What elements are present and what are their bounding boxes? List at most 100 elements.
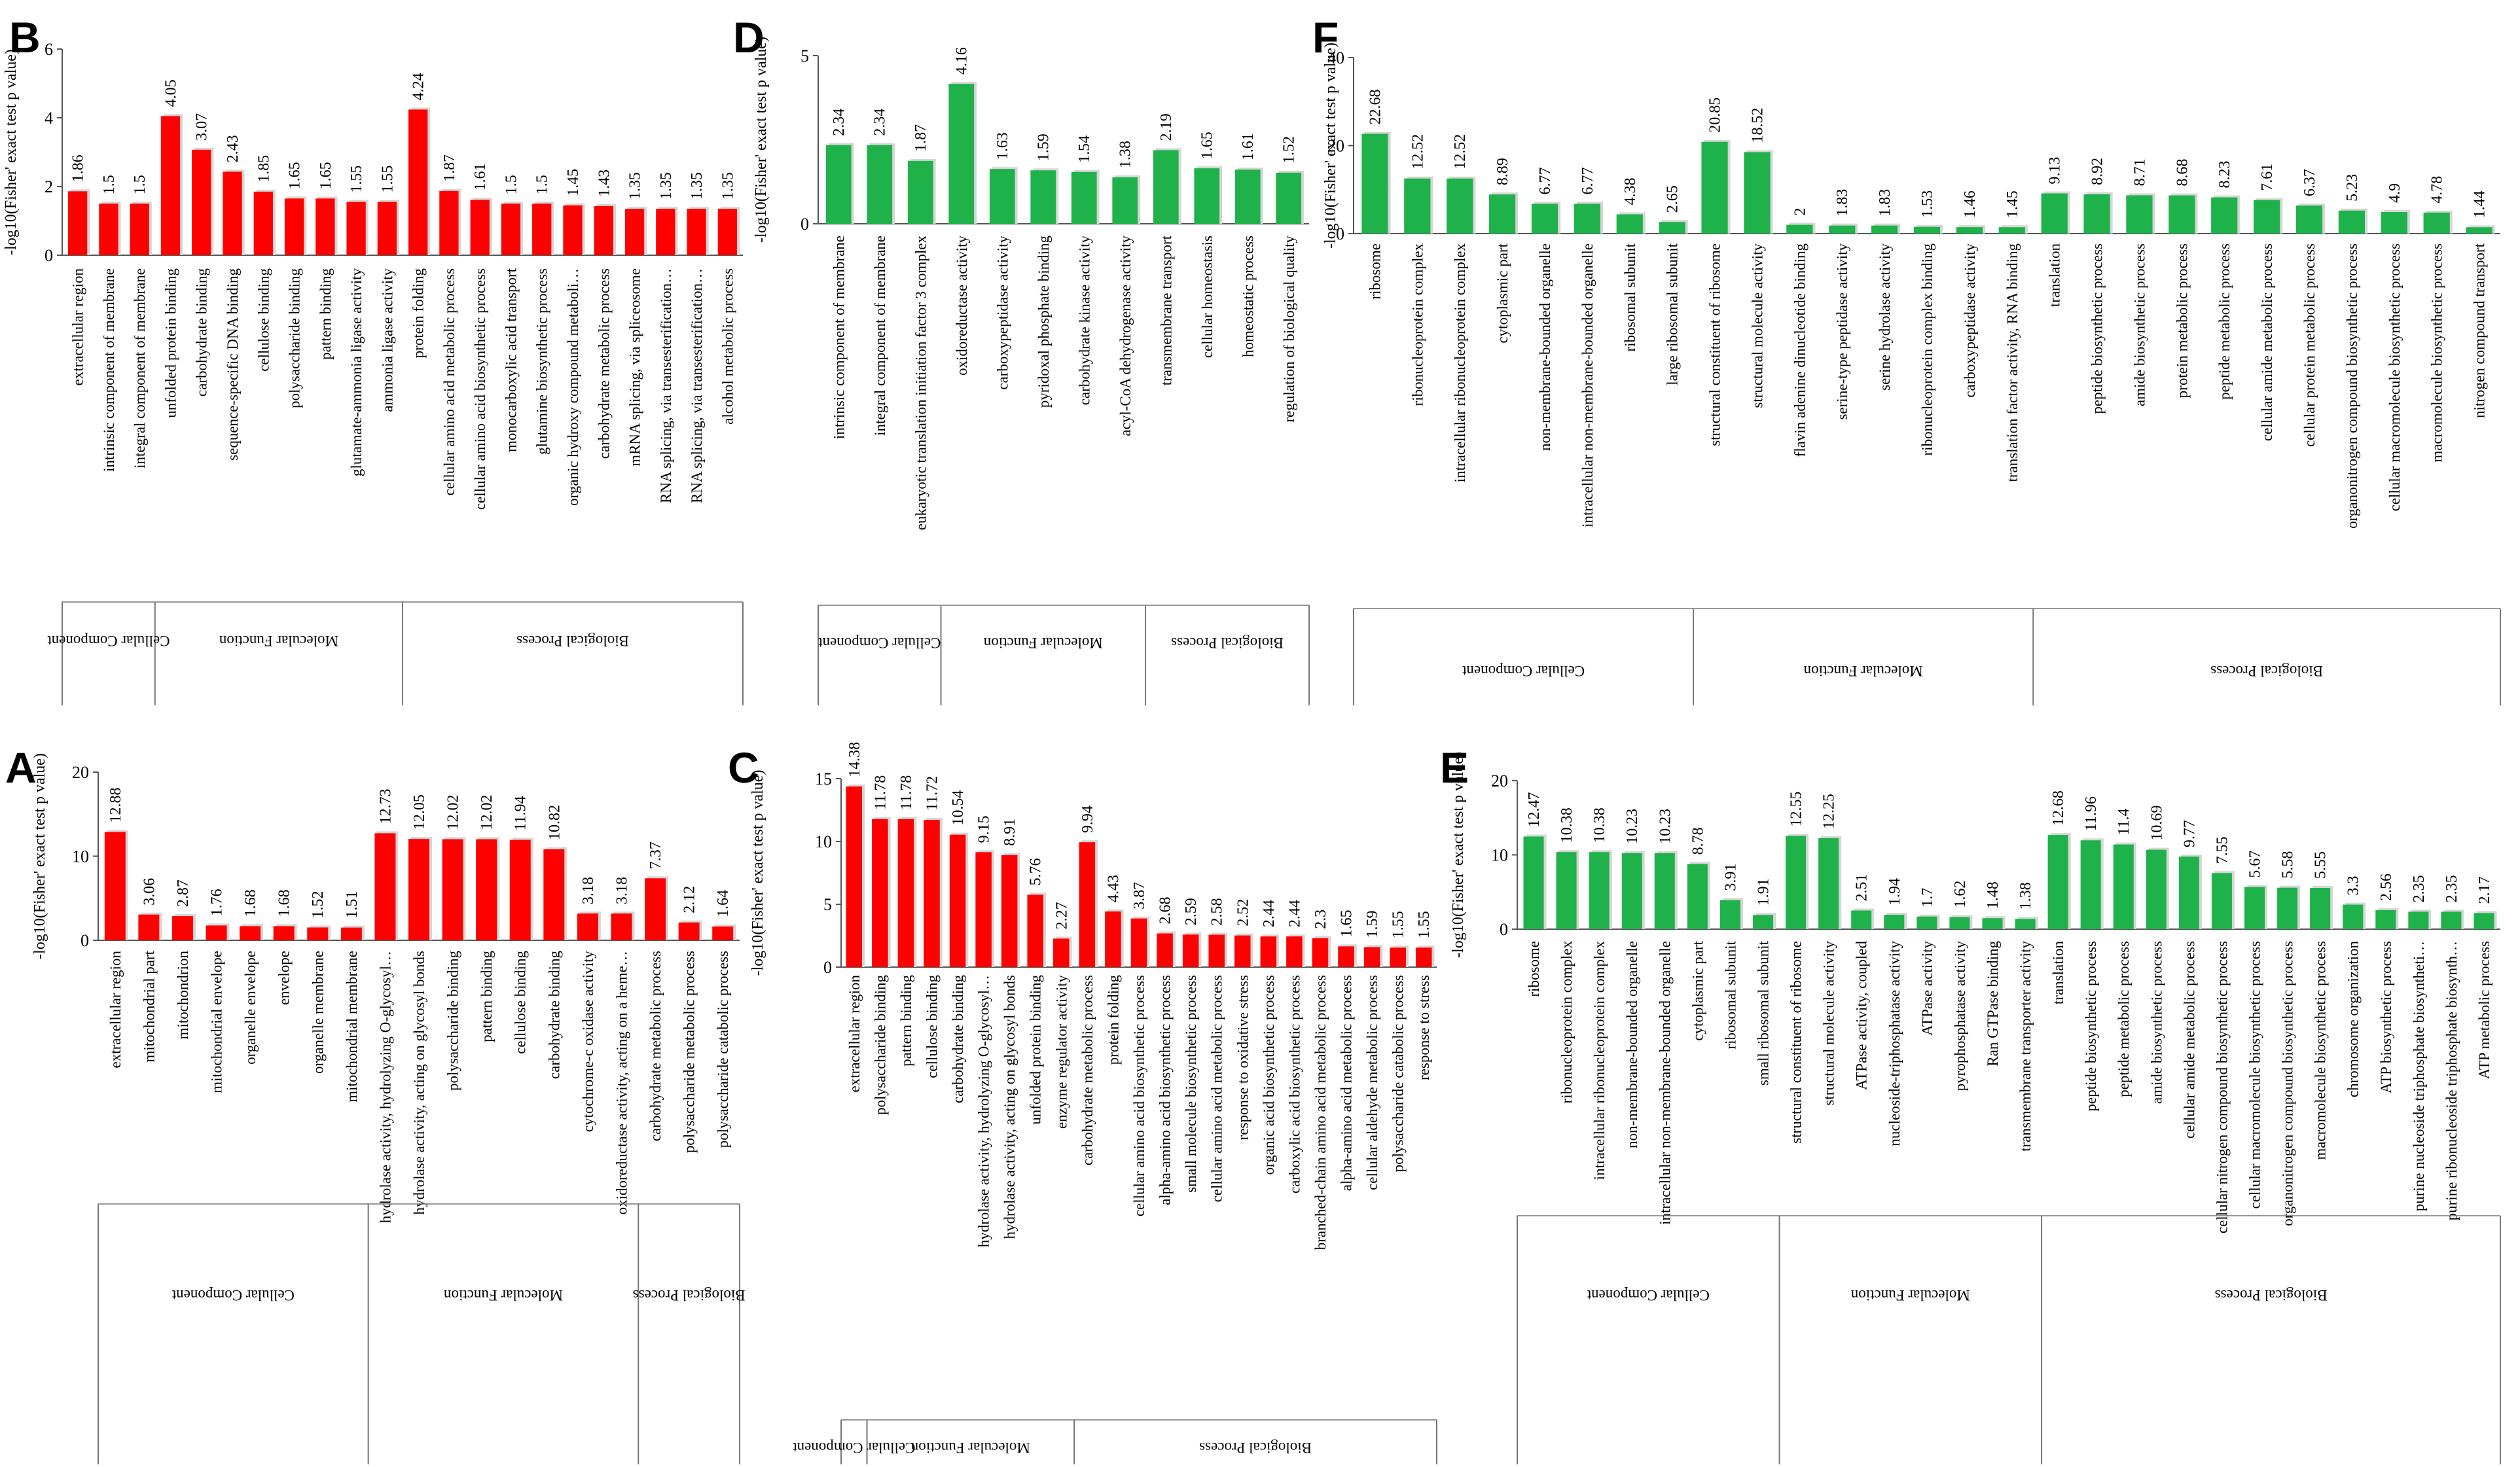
bar-d-6 <box>1071 171 1097 224</box>
bar-c-21 <box>1390 947 1406 967</box>
y-tick-label-e-2: 20 <box>1491 771 1508 790</box>
value-label-f-14: 1.46 <box>1962 190 1979 218</box>
value-label-f-5: 6.77 <box>1579 167 1596 194</box>
category-label-c-2: pattern binding <box>898 975 914 1067</box>
category-label-f-24: cellular macromolecule biosynthetic proc… <box>2386 243 2403 511</box>
value-label-f-18: 8.71 <box>2131 158 2148 186</box>
value-label-e-26: 2.56 <box>2378 874 2395 901</box>
bar-d-9 <box>1194 168 1220 224</box>
category-label-e-8: structural constituent of ribosome <box>1788 941 1805 1144</box>
category-label-b-14: monocarboxylic acid transport <box>503 268 519 452</box>
value-label-f-22: 6.37 <box>2301 169 2318 196</box>
bar-b-4 <box>192 149 211 255</box>
bar-c-19 <box>1338 946 1354 967</box>
category-label-e-24: macromolecule biosynthetic process <box>2313 941 2329 1160</box>
category-label-a-17: polysaccharide metabolic process <box>681 951 698 1153</box>
category-label-f-6: ribosomal subunit <box>1622 243 1638 351</box>
bar-f-9 <box>1744 152 1771 234</box>
bar-e-25 <box>2343 904 2364 929</box>
panel-b: B-log10(Fisher' exact test p value) 0 2 4 6 1… <box>3 13 744 705</box>
category-label-b-17: carbohydrate metabolic process <box>596 268 612 459</box>
bar-e-7 <box>1752 915 1774 929</box>
bar-e-3 <box>1621 853 1642 929</box>
category-label-e-22: cellular macromolecule biosynthetic proc… <box>2247 941 2263 1209</box>
category-label-d-9: cellular homeostasis <box>1199 236 1215 358</box>
category-label-b-4: carbohydrate binding <box>194 268 210 397</box>
bar-b-13 <box>470 200 490 255</box>
bar-b-18 <box>624 209 645 255</box>
bar-f-17 <box>2083 194 2110 234</box>
value-label-d-4: 1.63 <box>994 132 1011 160</box>
bar-b-11 <box>408 109 428 255</box>
value-label-f-15: 1.45 <box>2004 190 2021 218</box>
bar-a-7 <box>340 927 362 940</box>
category-label-b-15: glutamine biosynthetic process <box>534 268 550 455</box>
value-label-e-8: 12.55 <box>1788 792 1805 827</box>
bar-a-2 <box>171 916 193 940</box>
category-label-f-25: macromolecule biosynthetic process <box>2429 243 2445 463</box>
bar-e-17 <box>2080 840 2101 929</box>
category-label-b-6: cellulose binding <box>255 268 272 372</box>
category-label-f-2: intracellular ribonucleoprotein complex <box>1452 243 1468 483</box>
bar-f-2 <box>1447 178 1473 234</box>
category-label-c-20: cellular aldehyde metabolic process <box>1364 975 1380 1190</box>
group-label-a-1: Molecular Function <box>443 1287 563 1303</box>
category-label-e-7: small ribosomal subunit <box>1755 940 1772 1086</box>
y-tick-label-e-0: 0 <box>1500 920 1508 939</box>
value-label-a-6: 1.52 <box>310 891 327 918</box>
value-label-a-13: 10.82 <box>546 805 563 840</box>
value-label-c-7: 5.76 <box>1028 858 1045 885</box>
category-label-a-18: polysaccharide catabolic process <box>715 951 731 1148</box>
value-label-f-16: 9.13 <box>2047 157 2064 185</box>
category-label-b-1: intrinsic component of membrane <box>101 268 117 472</box>
category-label-f-13: ribonucleoprotein complex binding <box>1919 243 1935 456</box>
category-label-f-15: translation factor activity, RNA binding <box>2004 243 2021 482</box>
value-label-b-16: 1.45 <box>565 169 582 196</box>
y-tick-label-a-1: 10 <box>72 847 89 866</box>
value-label-e-9: 12.25 <box>1821 794 1838 829</box>
category-label-e-16: translation <box>2050 941 2066 1005</box>
bar-e-24 <box>2310 888 2331 929</box>
value-label-b-6: 1.85 <box>255 155 272 183</box>
category-label-e-14: Ran GTPase binding <box>1985 941 2001 1067</box>
group-label-e-0: Cellular Component <box>1587 1287 1710 1303</box>
value-label-c-8: 2.27 <box>1053 902 1070 929</box>
value-label-c-0: 14.38 <box>846 742 863 777</box>
category-label-d-4: carboxypeptidase activity <box>994 236 1011 390</box>
group-label-a-2: Biological Process <box>633 1287 746 1303</box>
bar-b-15 <box>532 203 552 255</box>
category-label-e-1: ribonucleoprotein complex <box>1558 941 1575 1104</box>
category-label-b-7: polysaccharide binding <box>287 268 303 408</box>
category-label-f-16: translation <box>2047 243 2063 308</box>
category-label-a-10: polysaccharide binding <box>445 951 461 1091</box>
bar-a-13 <box>543 849 565 940</box>
value-label-c-21: 1.55 <box>1390 911 1407 938</box>
value-label-c-10: 4.43 <box>1105 875 1122 902</box>
group-label-b-0: Cellular Component <box>47 633 170 649</box>
category-label-b-2: integral component of membrane <box>132 268 148 468</box>
bar-c-0 <box>846 786 863 967</box>
panel-letter-d: D <box>733 13 765 62</box>
value-label-e-20: 9.77 <box>2181 820 2198 847</box>
value-label-d-8: 2.19 <box>1158 113 1175 141</box>
value-label-e-1: 10.38 <box>1558 807 1575 843</box>
y-tick-label-b-3: 6 <box>45 40 53 59</box>
category-label-f-17: peptide biosynthetic process <box>2089 243 2106 414</box>
value-label-e-25: 3.3 <box>2345 876 2362 896</box>
bar-e-16 <box>2047 835 2068 929</box>
category-label-a-4: organelle envelope <box>242 951 259 1065</box>
bar-e-21 <box>2211 873 2232 929</box>
bar-b-17 <box>594 205 613 255</box>
value-label-b-2: 1.5 <box>132 175 149 194</box>
value-label-b-17: 1.43 <box>596 169 613 197</box>
bar-b-5 <box>223 171 242 255</box>
bar-c-8 <box>1053 938 1070 967</box>
category-label-f-1: ribonucleoprotein complex <box>1409 243 1426 406</box>
bar-f-18 <box>2126 195 2153 234</box>
value-label-e-16: 12.68 <box>2050 790 2067 826</box>
bar-e-26 <box>2375 910 2396 929</box>
value-label-b-13: 1.61 <box>472 163 489 190</box>
category-label-b-11: protein folding <box>410 268 427 359</box>
category-label-e-21: cellular nitrogen compound biosynthetic … <box>2214 941 2230 1233</box>
